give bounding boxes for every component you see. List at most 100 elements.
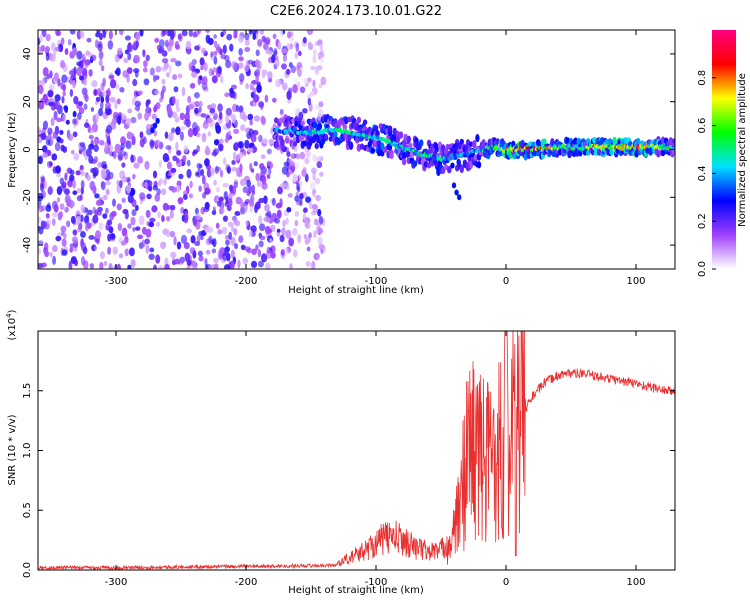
spectrogram-noise-cell <box>292 84 298 94</box>
spectrogram-noise-cell <box>118 253 124 259</box>
spectrogram-noise-cell <box>108 30 113 40</box>
spectrogram-noise-cell <box>260 154 266 159</box>
spectrogram-noise-cell <box>48 84 55 91</box>
spectrogram-noise-cell <box>201 47 207 54</box>
spectrogram-noise-cell <box>105 89 110 96</box>
spectrogram-noise-cell <box>171 258 176 266</box>
spectrogram-noise-cell <box>80 187 84 195</box>
spectrogram-ridge-cell <box>450 162 455 169</box>
spectrogram-noise-cell <box>208 67 213 77</box>
spectrogram-noise-cell <box>289 160 295 167</box>
spectrogram-noise-cell <box>51 212 58 218</box>
spectrogram-noise-cell <box>52 131 58 139</box>
spectrogram-noise-cell <box>225 59 232 69</box>
spectrogram-noise-cell <box>218 196 224 202</box>
spectrogram-noise-cell <box>173 86 179 93</box>
spectrogram-noise-cell <box>240 244 246 251</box>
spectrogram-noise-cell <box>122 227 128 237</box>
spectrogram-noise-cell <box>181 87 186 97</box>
spectrogram-noise-cell <box>206 226 214 233</box>
spectrogram-noise-cell <box>139 192 146 200</box>
spectrogram-noise-cell <box>302 108 308 114</box>
spectrogram-noise-cell <box>153 104 158 112</box>
spectrogram-noise-cell <box>299 151 306 160</box>
spectrogram-noise-cell <box>38 225 42 231</box>
spectrogram-noise-cell <box>41 78 46 86</box>
spectrogram-noise-cell <box>175 98 180 108</box>
spectrogram-noise-cell <box>117 115 122 125</box>
spectrogram-noise-cell <box>149 217 156 223</box>
spectrogram-y-tick-label: 40 <box>22 48 33 61</box>
spectrogram-noise-cell <box>192 129 198 136</box>
spectrogram-noise-cell <box>125 140 132 150</box>
spectrogram-noise-cell <box>38 216 42 224</box>
spectrogram-noise-cell <box>188 61 194 72</box>
spectrogram-noise-cell <box>161 188 167 196</box>
spectrogram-noise-cell <box>188 103 194 110</box>
spectrogram-noise-cell <box>77 101 84 107</box>
spectrogram-noise-cell <box>228 231 232 240</box>
spectrogram-noise-cell <box>216 43 221 54</box>
spectrogram-noise-cell <box>42 120 49 130</box>
spectrogram-noise-cell <box>171 127 176 134</box>
spectrogram-noise-cell <box>217 229 223 235</box>
spectrogram-noise-cell <box>304 237 311 244</box>
spectrogram-noise-cell <box>132 227 136 232</box>
spectrogram-noise-cell <box>60 144 65 152</box>
spectrogram-noise-cell <box>264 225 271 235</box>
spectrogram-noise-cell <box>206 263 212 269</box>
spectrogram-noise-cell <box>287 31 292 39</box>
spectrogram-noise-cell <box>40 132 47 141</box>
spectrogram-noise-cell <box>204 201 210 210</box>
spectrogram-noise-cell <box>53 204 59 213</box>
spectrogram-noise-cell <box>231 60 237 70</box>
spectrogram-noise-cell <box>47 186 53 195</box>
spectrogram-noise-cell <box>260 116 267 126</box>
spectrogram-noise-cell <box>130 154 134 163</box>
spectrogram-noise-cell <box>92 185 97 195</box>
spectrogram-y-tick-label: 0 <box>22 146 33 152</box>
spectrogram-noise-cell <box>294 219 299 227</box>
spectrogram-noise-cell <box>249 119 253 126</box>
spectrogram-noise-cell <box>312 79 316 88</box>
spectrogram-noise-cell <box>214 165 219 174</box>
spectrogram-noise-cell <box>120 143 125 150</box>
snr-x-tick-label: 0 <box>503 577 509 588</box>
spectrogram-noise-cell <box>263 216 269 222</box>
spectrogram-noise-cell <box>276 231 281 237</box>
spectrogram-noise-cell <box>134 100 142 108</box>
spectrogram-noise-cell <box>213 50 218 56</box>
spectrogram-noise-cell <box>109 78 117 89</box>
spectrogram-noise-cell <box>318 243 325 250</box>
spectrogram-noise-cell <box>248 30 253 35</box>
spectrogram-noise-cell <box>158 160 163 168</box>
spectrogram-noise-cell <box>108 262 113 269</box>
spectrogram-noise-cell <box>118 236 123 244</box>
spectrogram-noise-cell <box>314 66 319 75</box>
spectrogram-noise-cell <box>234 119 238 128</box>
colorbar-tick-label: 0.0 <box>697 261 708 277</box>
spectrogram-y-ticks: -40 -20 0 20 40 <box>22 48 675 253</box>
spectrogram-noise-cell <box>69 79 73 85</box>
spectrogram-noise-cell <box>294 195 300 202</box>
spectrogram-noise-cell <box>265 262 271 269</box>
spectrogram-noise-cell <box>69 247 74 253</box>
spectrogram-ridge-cell <box>671 138 675 144</box>
spectrogram-noise-cell <box>158 39 165 48</box>
spectrogram-noise-cell <box>100 65 105 72</box>
colorbar-gradient <box>712 30 736 269</box>
spectrogram-noise-cell <box>225 115 230 124</box>
spectrogram-noise-cell <box>212 237 217 248</box>
spectrogram-noise-cell <box>272 33 277 40</box>
spectrogram-noise-cell <box>102 195 108 201</box>
spectrogram-noise-cell <box>55 165 61 174</box>
spectrogram-noise-cell <box>148 253 155 261</box>
spectrogram-noise-cell <box>312 49 318 56</box>
spectrogram-noise-cell <box>213 149 217 157</box>
spectrogram-noise-cell <box>167 171 172 177</box>
spectrogram-noise-cell <box>132 173 136 180</box>
spectrogram-noise-cell <box>55 235 62 242</box>
spectrogram-noise-cell <box>180 234 188 244</box>
spectrogram-ridge-cell <box>333 130 338 139</box>
spectrogram-noise-cell <box>194 92 200 99</box>
